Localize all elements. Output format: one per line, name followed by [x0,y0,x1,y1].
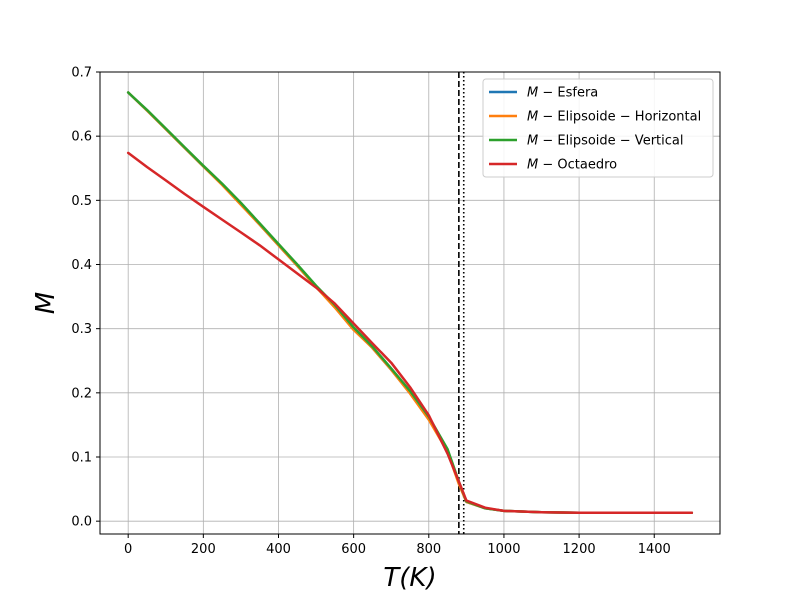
legend-label-3: M − Octaedro [527,158,617,173]
x-tick-label: 1400 [638,542,671,557]
y-tick-label: 0.5 [71,194,92,209]
x-axis-label: T(K) [383,563,436,593]
legend-label-2: M − Elipsoide − Vertical [527,134,683,149]
x-tick-label: 800 [416,542,441,557]
legend-text: − Octaedro [538,158,617,173]
legend-math-symbol: M [527,86,538,101]
legend-math-symbol: M [527,158,538,173]
y-tick-label: 0.4 [71,258,92,273]
data-series [126,91,694,515]
x-tick-label: 0 [124,542,132,557]
legend-label-0: M − Esfera [527,86,598,101]
x-tick-label: 1200 [563,542,596,557]
y-tick-label: 0.3 [71,322,92,337]
y-tick-label: 0.2 [71,386,92,401]
y-tick-label: 0.1 [71,451,92,466]
y-tick-label: 0.7 [71,66,92,81]
y-axis-ticks: 0.0 0.1 0.2 0.3 0.4 0.5 0.6 0.7 [71,66,100,530]
legend-math-symbol: M [527,110,538,125]
y-axis-label: M [31,292,61,314]
plot-frame [99,71,721,535]
y-tick-label: 0.0 [71,515,92,530]
x-tick-label: 1000 [487,542,520,557]
reference-vertical-lines [458,72,465,534]
legend-text: − Elipsoide − Horizontal [538,110,701,125]
series-line-3 [126,151,694,515]
x-axis-ticks: 0 200 400 600 800 1000 1200 1400 [124,534,671,557]
legend-label-1: M − Elipsoide − Horizontal [527,110,701,125]
x-tick-label: 400 [266,542,291,557]
y-tick-label: 0.6 [71,130,92,145]
x-tick-label: 600 [341,542,366,557]
x-tick-label: 200 [191,542,216,557]
legend-text: − Esfera [538,86,598,101]
legend-math-symbol: M [527,134,538,149]
legend-box [482,78,714,178]
legend-text: − Elipsoide − Vertical [538,134,683,149]
